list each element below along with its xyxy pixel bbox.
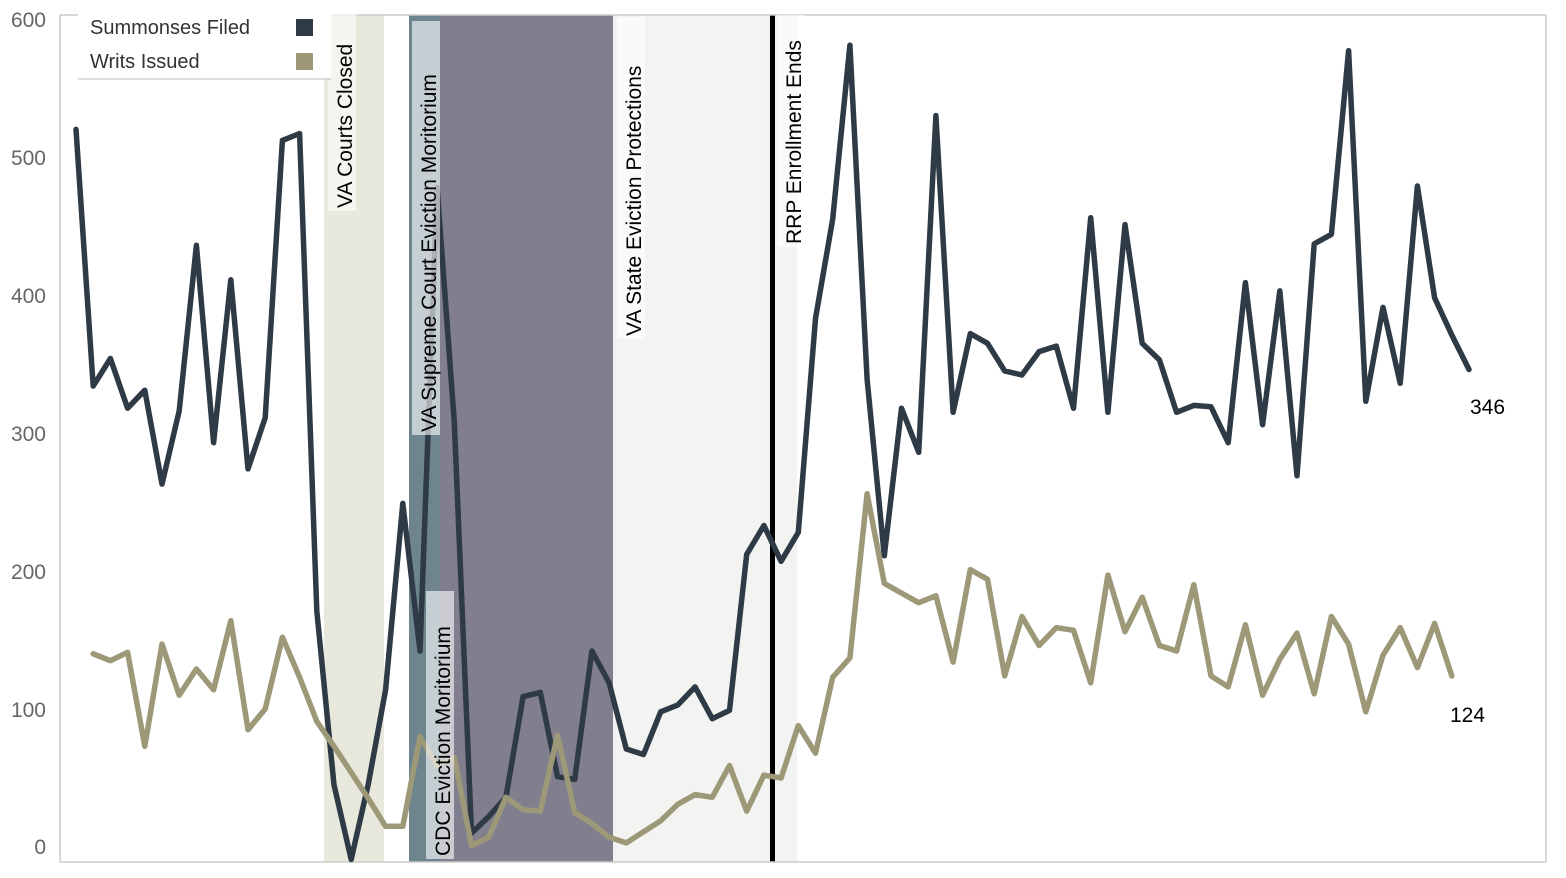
event-label-group: RRP Enrollment Ends xyxy=(777,15,806,247)
series-end-label: 124 xyxy=(1450,704,1485,727)
event-bands xyxy=(324,15,797,862)
legend-label: Writs Issued xyxy=(90,51,200,73)
end-labels: 346 124 xyxy=(1450,396,1505,727)
legend-box xyxy=(78,10,331,79)
event-label-group: CDC Eviction Moritorium xyxy=(426,591,455,859)
event-label: VA State Eviction Protections xyxy=(623,66,646,336)
y-tick-label: 600 xyxy=(11,9,46,32)
y-axis: 0 100 200 300 400 500 600 xyxy=(11,9,46,859)
event-label-bg xyxy=(777,15,805,247)
y-tick-label: 500 xyxy=(11,147,46,170)
event-line xyxy=(770,15,775,862)
summonses-filed-line xyxy=(73,42,1472,863)
event-label-group: VA State Eviction Protections xyxy=(617,17,646,339)
y-tick-label: 100 xyxy=(11,699,46,722)
event-label: RRP Enrollment Ends xyxy=(783,40,806,244)
legend-label: Summonses Filed xyxy=(90,17,250,39)
y-tick-label: 0 xyxy=(34,836,46,859)
event-label-bg xyxy=(426,591,454,859)
event-label: CDC Eviction Moritorium xyxy=(432,626,455,856)
y-tick-label: 400 xyxy=(11,285,46,308)
series-end-label: 346 xyxy=(1470,396,1505,419)
y-tick-label: 300 xyxy=(11,423,46,446)
event-label-bg xyxy=(328,13,356,211)
legend-swatch xyxy=(296,19,313,36)
legend: Summonses Filed Writs Issued xyxy=(78,10,331,80)
legend-swatch xyxy=(296,53,313,70)
event-label-bg xyxy=(412,21,440,435)
event-label-bg xyxy=(617,17,645,339)
y-tick-label: 200 xyxy=(11,561,46,584)
event-label: VA Courts Closed xyxy=(334,44,357,208)
event-label-group: VA Supreme Court Eviction Moritorium xyxy=(412,21,441,435)
series-lines xyxy=(73,42,1472,863)
writs-issued-line xyxy=(90,490,1455,849)
event-label-group: VA Courts Closed xyxy=(328,13,357,211)
event-labels: VA Courts Closed VA Supreme Court Evictio… xyxy=(328,13,806,859)
event-label: VA Supreme Court Eviction Moritorium xyxy=(418,74,441,432)
